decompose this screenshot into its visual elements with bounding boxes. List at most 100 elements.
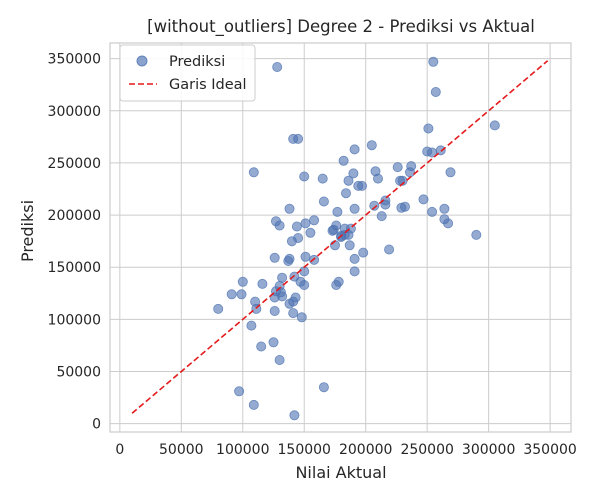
scatter-point <box>300 251 311 262</box>
data-points <box>213 56 500 421</box>
legend-frame <box>119 44 256 102</box>
y-tick-label: 250000 <box>48 156 101 172</box>
scatter-point <box>392 162 403 173</box>
x-tick-label: 150000 <box>278 442 331 458</box>
scatter-point <box>338 155 349 166</box>
scatter-point <box>274 220 285 231</box>
axes-frame <box>109 42 572 433</box>
y-tick-label: 50000 <box>56 365 101 381</box>
y-tick-label: 350000 <box>48 52 101 68</box>
scatter-point <box>348 168 359 179</box>
chart-title: [without_outliers] Degree 2 - Prediksi v… <box>147 17 535 37</box>
scatter-point <box>349 144 360 155</box>
x-tick-label: 50000 <box>159 442 204 458</box>
tick-labels: 0 50000 100000 150000 200000 250000 300000 3500… <box>48 52 577 458</box>
scatter-point <box>439 203 450 214</box>
scatter-point <box>380 199 391 210</box>
scatter-point <box>358 247 369 258</box>
scatter-point <box>288 308 299 319</box>
ideal-line-group <box>131 60 549 414</box>
scatter-point <box>296 312 307 323</box>
scatter-point <box>277 272 288 283</box>
y-tick-label: 200000 <box>48 208 101 224</box>
y-tick-label: 300000 <box>48 104 101 120</box>
scatter-point <box>404 167 415 178</box>
scatter-point <box>236 289 247 300</box>
legend-marker-prediksi <box>136 55 148 67</box>
scatter-point <box>269 305 280 316</box>
scatter-point <box>274 354 285 365</box>
scatter-point <box>327 225 338 236</box>
scatter-point <box>349 253 360 264</box>
scatter-point <box>305 227 316 238</box>
scatter-point <box>489 120 500 131</box>
scatter-point <box>299 171 310 182</box>
scatter-point <box>318 382 329 393</box>
scatter-point <box>246 320 257 331</box>
scatter-point <box>318 196 329 207</box>
scatter-point <box>435 145 446 156</box>
y-tick-label: 0 <box>92 417 101 433</box>
scatter-point <box>269 252 280 263</box>
scatter-point <box>366 140 377 151</box>
scatter-point <box>343 175 354 186</box>
scatter-point <box>257 278 268 289</box>
scatter-point <box>344 240 355 251</box>
scatter-point <box>423 123 434 134</box>
scatter-point <box>284 203 295 214</box>
scatter-point <box>299 279 310 290</box>
scatter-point <box>471 229 482 240</box>
plot-frame <box>109 42 572 433</box>
x-axis-label: Nilai Aktual <box>295 463 386 482</box>
scatter-point <box>309 215 320 226</box>
legend-label-prediksi: Prediksi <box>169 54 225 70</box>
scatter-point <box>430 87 441 98</box>
scatter-point <box>213 303 224 314</box>
scatter-point <box>256 341 267 352</box>
scatter-point <box>291 221 302 232</box>
scatter-point <box>372 173 383 184</box>
scatter-point <box>336 231 347 242</box>
x-tick-label: 200000 <box>339 442 392 458</box>
scatter-point <box>286 236 297 247</box>
scatter-point <box>248 399 259 410</box>
x-tick-label: 300000 <box>462 442 515 458</box>
scatter-point <box>340 188 351 199</box>
scatter-point <box>317 173 328 184</box>
ideal-line <box>131 60 549 414</box>
scatter-point <box>399 201 410 212</box>
scatter-point <box>427 206 438 217</box>
scatter-point <box>369 200 380 211</box>
scatter-point <box>332 206 343 217</box>
x-tick-label: 250000 <box>400 442 453 458</box>
scatter-point <box>384 244 395 255</box>
scatter-point <box>353 180 364 191</box>
legend: Prediksi Garis Ideal <box>119 44 256 102</box>
scatter-point <box>443 218 454 229</box>
y-tick-label: 100000 <box>48 312 101 328</box>
scatter-point <box>293 133 304 144</box>
scatter-point <box>428 56 439 67</box>
scatter-point <box>331 279 342 290</box>
scatter-point <box>272 62 283 73</box>
scatter-point <box>234 386 245 397</box>
scatter-point <box>300 218 311 229</box>
x-tick-label: 0 <box>115 442 124 458</box>
x-tick-label: 100000 <box>216 442 269 458</box>
scatter-point <box>283 255 294 266</box>
y-axis-label: Prediksi <box>18 200 37 262</box>
scatter-point <box>349 203 360 214</box>
scatter-point <box>445 167 456 178</box>
scatter-point <box>349 266 360 277</box>
x-tick-label: 350000 <box>523 442 576 458</box>
scatter-point <box>268 337 279 348</box>
scatter-point <box>237 276 248 287</box>
scatter-point <box>418 194 429 205</box>
legend-label-ideal: Garis Ideal <box>169 77 247 93</box>
scatter-point <box>226 289 237 300</box>
scatter-point <box>289 410 300 421</box>
scatter-point <box>376 211 387 222</box>
y-tick-label: 150000 <box>48 260 101 276</box>
